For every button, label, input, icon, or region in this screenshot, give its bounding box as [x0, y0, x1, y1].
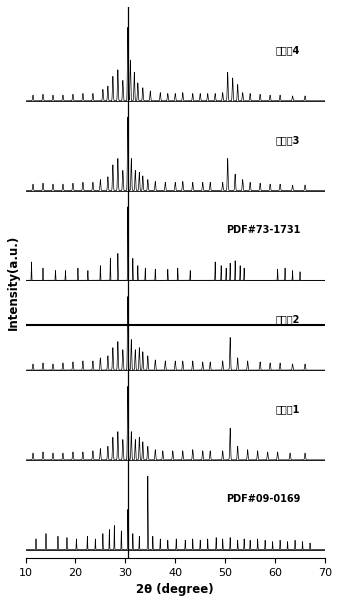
Text: 实施例4: 实施例4 [276, 45, 300, 55]
X-axis label: 2θ (degree): 2θ (degree) [136, 583, 214, 596]
Y-axis label: Intensity(a.u.): Intensity(a.u.) [7, 235, 20, 330]
Text: 实施例2: 实施例2 [276, 315, 300, 324]
Text: 实施例3: 实施例3 [276, 135, 300, 145]
Text: PDF#09-0169: PDF#09-0169 [226, 494, 300, 504]
Text: PDF#73-1731: PDF#73-1731 [226, 225, 300, 235]
Text: 实施例1: 实施例1 [276, 404, 300, 414]
